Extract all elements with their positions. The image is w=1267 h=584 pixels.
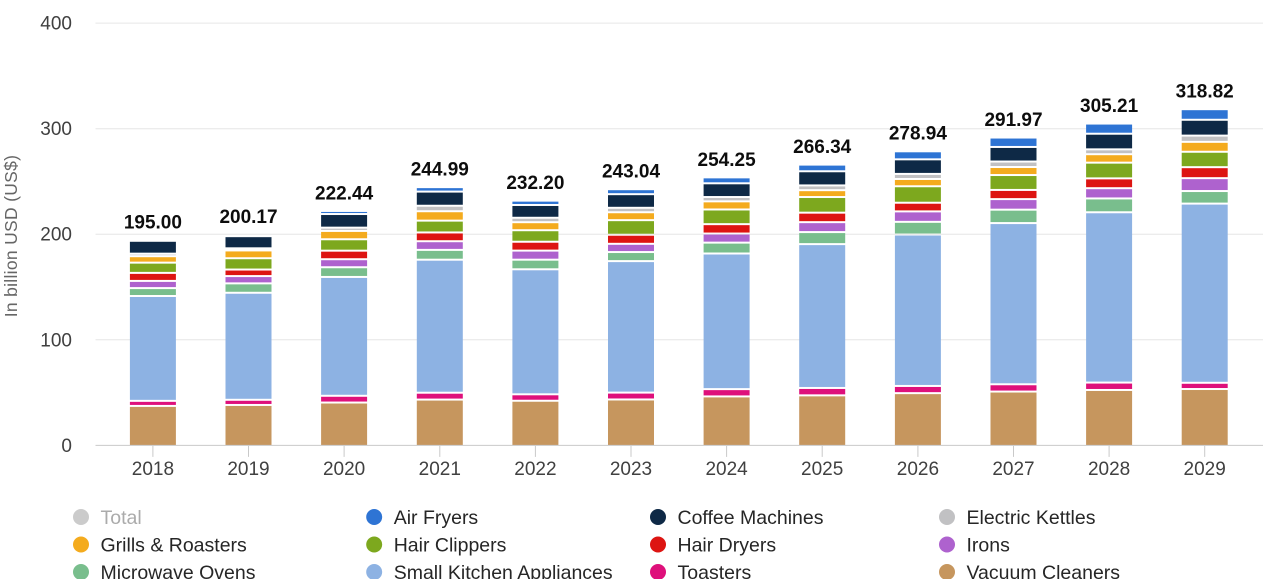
svg-text:Irons: Irons bbox=[967, 535, 1011, 557]
svg-text:Toasters: Toasters bbox=[678, 562, 752, 579]
svg-text:2026: 2026 bbox=[897, 459, 939, 480]
svg-text:Hair Dryers: Hair Dryers bbox=[678, 535, 777, 557]
svg-text:2022: 2022 bbox=[514, 459, 556, 480]
svg-text:400: 400 bbox=[40, 14, 72, 35]
svg-text:2021: 2021 bbox=[419, 459, 461, 480]
svg-text:2019: 2019 bbox=[227, 459, 269, 480]
svg-text:222.44: 222.44 bbox=[315, 183, 374, 204]
svg-text:2027: 2027 bbox=[992, 459, 1034, 480]
svg-text:254.25: 254.25 bbox=[698, 150, 757, 171]
svg-text:2018: 2018 bbox=[132, 459, 174, 480]
svg-text:2028: 2028 bbox=[1088, 459, 1130, 480]
svg-text:200.17: 200.17 bbox=[219, 207, 277, 228]
svg-text:In billion USD (US$): In billion USD (US$) bbox=[1, 155, 21, 318]
svg-text:243.04: 243.04 bbox=[602, 162, 661, 183]
svg-text:232.20: 232.20 bbox=[506, 173, 564, 194]
svg-text:278.94: 278.94 bbox=[889, 124, 948, 145]
svg-text:Microwave Ovens: Microwave Ovens bbox=[101, 562, 256, 579]
svg-text:Electric Kettles: Electric Kettles bbox=[967, 507, 1096, 529]
svg-text:2025: 2025 bbox=[801, 459, 843, 480]
svg-text:0: 0 bbox=[61, 436, 72, 457]
svg-text:2029: 2029 bbox=[1184, 459, 1226, 480]
svg-text:Hair Clippers: Hair Clippers bbox=[394, 535, 507, 557]
svg-text:200: 200 bbox=[40, 225, 72, 246]
svg-text:300: 300 bbox=[40, 119, 72, 140]
svg-text:2024: 2024 bbox=[705, 459, 748, 480]
svg-text:Small Kitchen Appliances: Small Kitchen Appliances bbox=[394, 562, 613, 579]
svg-text:Vacuum Cleaners: Vacuum Cleaners bbox=[967, 562, 1121, 579]
svg-text:318.82: 318.82 bbox=[1176, 82, 1234, 103]
svg-text:2020: 2020 bbox=[323, 459, 365, 480]
svg-text:266.34: 266.34 bbox=[793, 137, 852, 158]
svg-text:Grills & Roasters: Grills & Roasters bbox=[101, 535, 248, 557]
svg-text:291.97: 291.97 bbox=[984, 110, 1042, 131]
svg-text:195.00: 195.00 bbox=[124, 212, 182, 233]
svg-text:305.21: 305.21 bbox=[1080, 96, 1139, 117]
svg-text:100: 100 bbox=[40, 330, 72, 351]
svg-text:Air Fryers: Air Fryers bbox=[394, 507, 479, 529]
svg-text:244.99: 244.99 bbox=[411, 160, 469, 181]
svg-text:Coffee Machines: Coffee Machines bbox=[678, 507, 824, 529]
svg-text:Total: Total bbox=[101, 507, 142, 529]
svg-text:2023: 2023 bbox=[610, 459, 652, 480]
